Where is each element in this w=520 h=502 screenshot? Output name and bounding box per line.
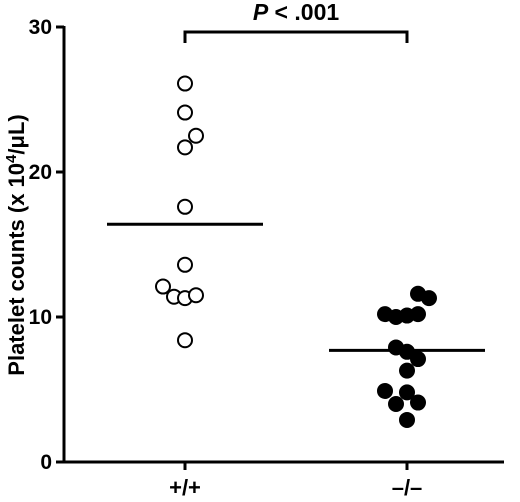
x-categories: +/+ –/– xyxy=(169,462,422,500)
significance-label: P < .001 xyxy=(253,0,340,25)
significance-p: P xyxy=(253,0,269,25)
open-data-point xyxy=(155,278,171,295)
y-tick-label: 30 xyxy=(29,16,52,39)
filled-data-point xyxy=(399,411,415,428)
filled-data-point xyxy=(421,290,437,307)
y-axis-label-prefix: Platelet counts (x 10 xyxy=(4,163,29,376)
open-data-point xyxy=(177,332,193,349)
y-axis-label-suffix: /μL) xyxy=(4,114,29,154)
open-data-point xyxy=(188,287,204,304)
open-data-point xyxy=(177,139,193,156)
x-category-label: +/+ xyxy=(169,475,201,500)
y-tick-label: 20 xyxy=(29,161,52,184)
significance-value: < .001 xyxy=(268,0,339,25)
open-data-point xyxy=(177,256,193,273)
bracket-line xyxy=(183,30,409,43)
y-tick-label: 10 xyxy=(29,306,52,329)
filled-data-point xyxy=(410,394,426,411)
open-data-point xyxy=(177,104,193,121)
axes xyxy=(62,26,504,464)
filled-data-point xyxy=(410,306,426,323)
filled-data-point xyxy=(377,382,393,399)
open-data-point xyxy=(177,75,193,92)
mean-lines xyxy=(107,222,485,352)
x-category-label: –/– xyxy=(392,475,423,500)
filled-data-point xyxy=(399,384,415,401)
y-tick-label: 0 xyxy=(40,451,52,474)
y-axis-label: Platelet counts (x 104/μL) xyxy=(3,114,29,375)
y-axis-label-superscript: 4 xyxy=(3,154,20,163)
y-ticks: 0 10 20 30 xyxy=(29,16,64,474)
significance-bracket: P < .001 xyxy=(183,0,409,43)
filled-data-point xyxy=(410,351,426,368)
filled-data-point xyxy=(399,362,415,379)
filled-data-point xyxy=(388,396,404,412)
open-data-point xyxy=(177,198,193,215)
data-points xyxy=(155,75,437,428)
open-data-point xyxy=(188,127,204,144)
